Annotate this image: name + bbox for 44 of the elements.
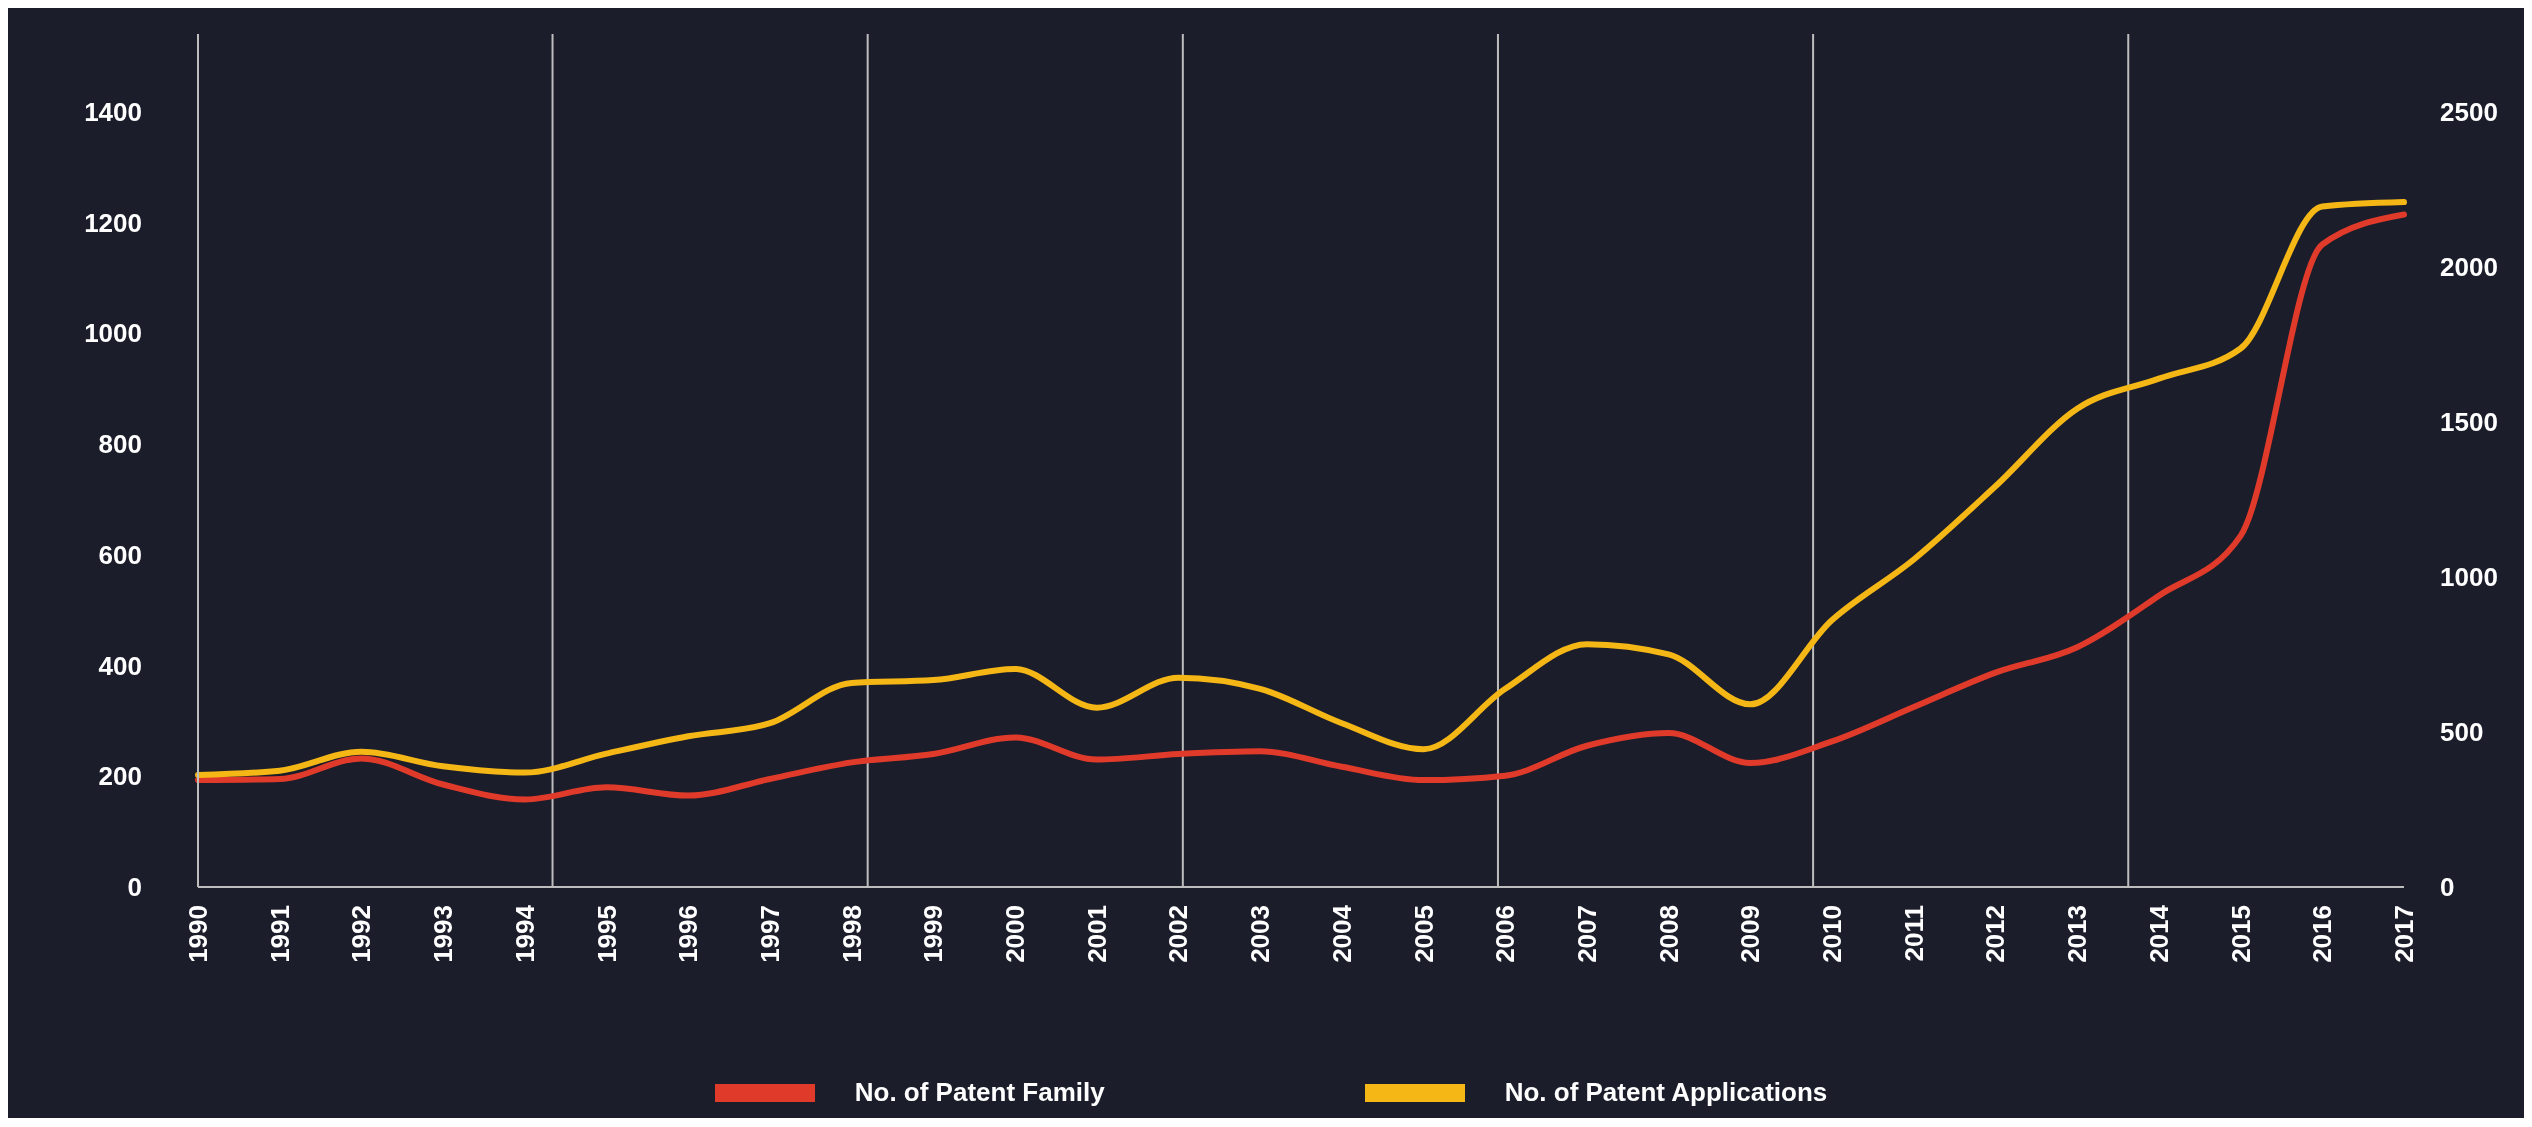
x-tick-label: 1999 [918,905,949,963]
y2-tick-label: 0 [2440,872,2455,903]
x-tick-label: 2006 [1490,905,1521,963]
x-tick-label: 1991 [264,905,295,963]
y2-tick-label: 1500 [2440,406,2498,437]
legend-label: No. of Patent Applications [1504,1077,1828,1108]
y-tick-label: 200 [98,761,142,792]
x-tick-label: 2001 [1081,905,1112,963]
y-tick-label: 1200 [84,207,142,238]
x-tick-label: 2005 [1408,905,1439,963]
x-tick-label: 1998 [836,905,867,963]
x-tick-label: 2009 [1735,905,1766,963]
x-tick-label: 2007 [1571,905,1602,963]
x-tick-label: 1993 [428,905,459,963]
y-tick-label: 0 [127,872,142,903]
x-tick-label: 2000 [1000,905,1031,963]
y2-tick-label: 2500 [2440,96,2498,127]
y-tick-label: 1400 [84,96,142,127]
x-tick-label: 2017 [2389,905,2419,963]
y-tick-label: 800 [98,429,142,460]
x-tick-label: 1990 [183,905,213,963]
x-tick-label: 2015 [2225,905,2256,963]
y-tick-label: 600 [98,539,142,570]
x-tick-label: 1996 [673,905,704,963]
y2-tick-label: 500 [2440,717,2484,748]
x-tick-label: 2008 [1653,905,1684,963]
x-tick-label: 2012 [1980,905,2011,963]
x-tick-label: 1994 [509,904,540,963]
y2-tick-label: 1000 [2440,562,2498,593]
x-tick-label: 2003 [1245,905,1276,963]
x-tick-label: 1995 [591,905,622,963]
y2-tick-label: 2000 [2440,251,2498,282]
legend-label: No. of Patent Family [854,1077,1105,1108]
x-tick-label: 1992 [346,905,377,963]
x-tick-label: 2010 [1817,905,1848,963]
x-tick-label: 2013 [2062,905,2093,963]
y-tick-label: 400 [98,650,142,681]
x-tick-label: 2011 [1898,905,1929,962]
x-tick-label: 2016 [2307,905,2338,963]
x-tick-label: 2014 [2143,904,2174,963]
x-tick-label: 1997 [754,905,785,963]
x-tick-label: 2004 [1326,904,1357,963]
y-tick-label: 1000 [84,318,142,349]
x-tick-label: 2002 [1163,905,1194,963]
